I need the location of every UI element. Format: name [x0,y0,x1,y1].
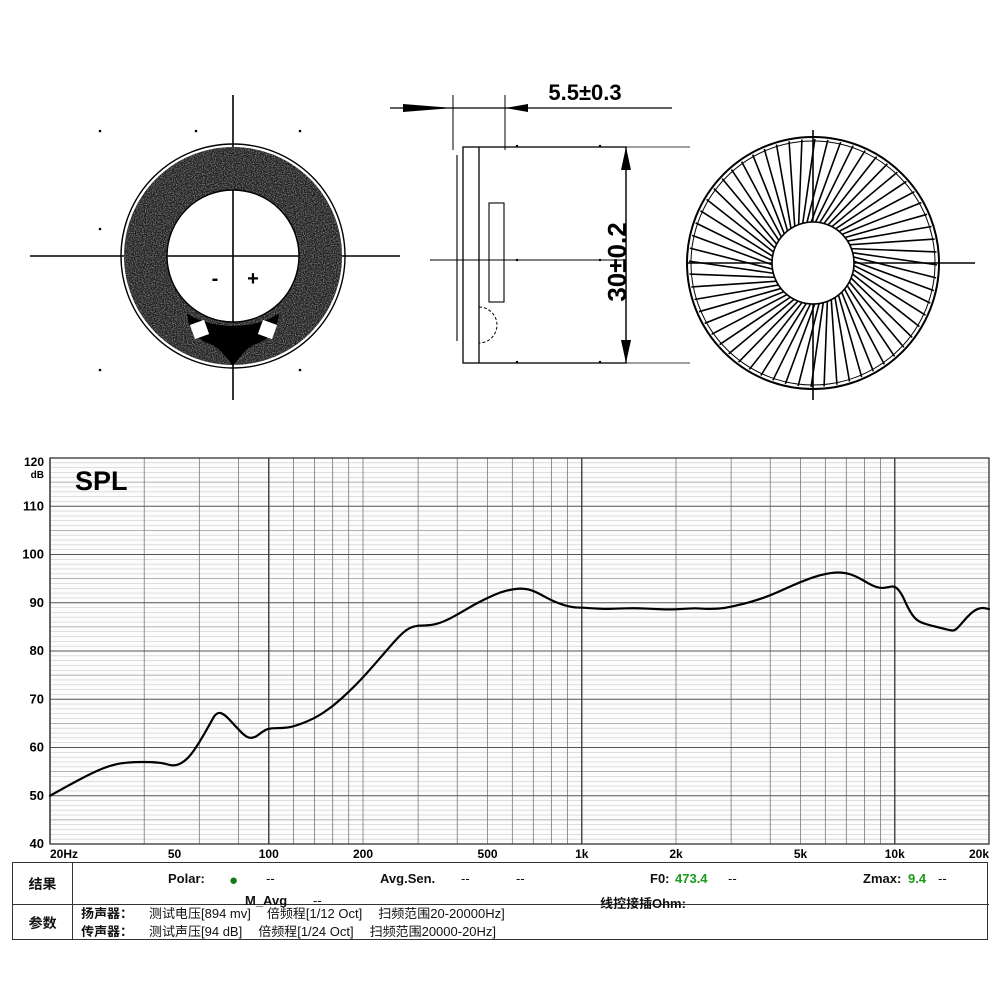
svg-text:200: 200 [353,847,373,860]
svg-text:30±0.2: 30±0.2 [602,222,632,301]
svg-text:5k: 5k [794,847,808,860]
svg-text:1k: 1k [575,847,589,860]
svg-text:80: 80 [30,643,44,658]
svg-text:60: 60 [30,740,44,755]
svg-text:50: 50 [168,847,182,860]
svg-text:dB: dB [31,470,44,481]
svg-text:110: 110 [23,498,44,513]
svg-text:500: 500 [478,847,498,860]
svg-text:40: 40 [30,836,44,851]
svg-text:100: 100 [22,547,44,562]
svg-text:+: + [247,268,259,290]
svg-text:20Hz: 20Hz [50,847,78,860]
svg-text:10k: 10k [885,847,905,860]
svg-text:2k: 2k [669,847,683,860]
svg-text:70: 70 [30,691,44,706]
svg-text:-: - [212,268,219,290]
svg-text:90: 90 [30,595,44,610]
svg-text:50: 50 [30,788,44,803]
svg-text:100: 100 [259,847,279,860]
svg-text:120: 120 [24,455,44,469]
svg-text:5.5±0.3: 5.5±0.3 [548,80,621,105]
svg-text:20k: 20k [969,847,989,860]
svg-text:SPL: SPL [75,466,128,496]
